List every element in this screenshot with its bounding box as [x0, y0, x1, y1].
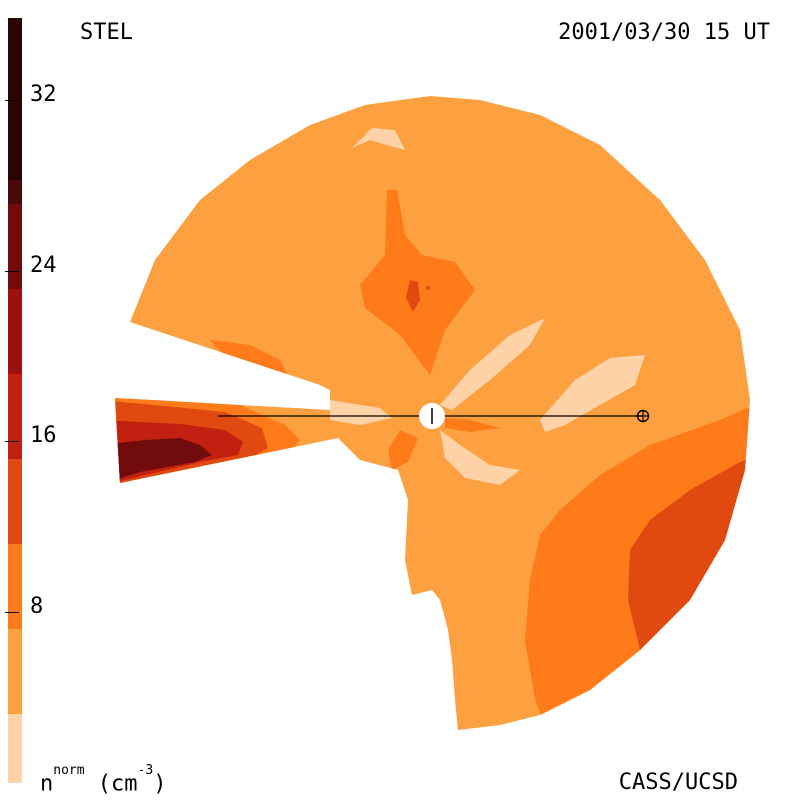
colorbar-tick-label-32: 32 — [30, 82, 57, 107]
contour-light-north — [352, 128, 405, 150]
color-level-4-8 — [8, 629, 22, 714]
datetime-label: 2001/03/30 15 UT — [558, 20, 770, 45]
contour-light-west-lobe — [330, 400, 392, 425]
unit-close: ) — [153, 771, 167, 797]
unit-open: (cm — [84, 771, 138, 797]
contour-light-east — [540, 355, 645, 432]
contour-light-ne-lobe — [440, 318, 545, 410]
contour-light-south-lobe — [440, 430, 520, 485]
colorbar-tick-24 — [5, 271, 19, 272]
colorbar-tick-32 — [5, 100, 19, 101]
earth-icon — [636, 409, 650, 423]
color-level-28-32 — [8, 180, 22, 204]
color-scale-bar — [8, 18, 22, 783]
color-level-20-24 — [8, 289, 22, 374]
colorbar-tick-label-8: 8 — [30, 594, 44, 619]
color-level-8-12 — [8, 544, 22, 629]
color-level-12-16 — [8, 459, 22, 544]
colorbar-tick-8 — [5, 612, 19, 613]
contour-left-20-24 — [115, 438, 212, 485]
contour-center-peak — [406, 280, 420, 312]
credit-label: CASS/UCSD — [618, 770, 738, 795]
contour-center-south — [388, 430, 418, 470]
color-level-16-20 — [8, 374, 22, 459]
colorbar-tick-label-16: 16 — [30, 423, 57, 448]
unit-exponent: -3 — [137, 763, 154, 778]
color-level-24-28 — [8, 204, 22, 289]
contour-center-dot — [426, 286, 430, 290]
colorbar-tick-label-24: 24 — [30, 253, 57, 278]
color-level-32-plus — [8, 18, 22, 180]
contour-center-east — [445, 418, 500, 432]
quantity-superscript: norm — [53, 763, 85, 778]
colorbar-tick-16 — [5, 441, 19, 442]
density-unit-label: nnorm (cm-3) — [40, 764, 167, 797]
color-level-0-4 — [8, 714, 22, 783]
quantity-symbol: n — [40, 771, 54, 797]
contour-right-12-16 — [628, 440, 750, 660]
station-label: STEL — [80, 20, 133, 45]
